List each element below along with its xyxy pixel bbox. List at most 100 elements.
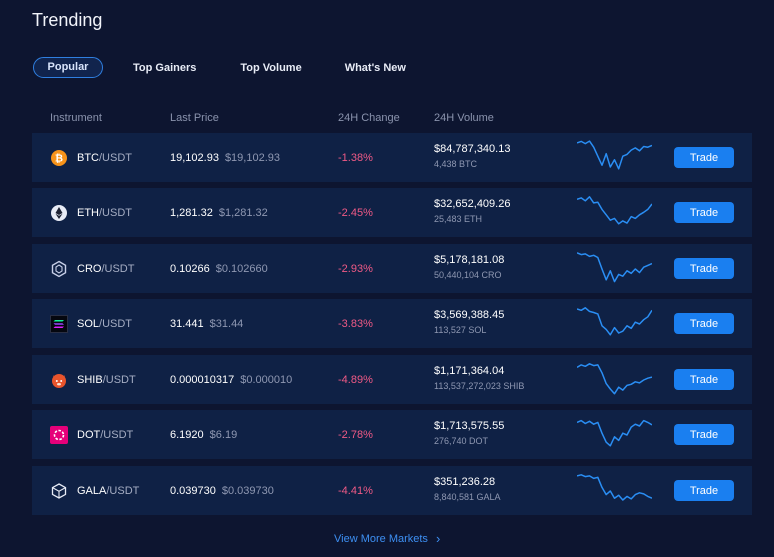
volume-usd: $1,713,575.55 [434,420,505,432]
price-value: 31.441 [170,317,204,330]
base-symbol: ETH [77,206,99,219]
cro-icon [50,260,68,278]
price-fiat: $31.44 [209,317,244,330]
volume-usd: $84,787,340.13 [434,143,511,155]
volume-base: 113,527 SOL [434,325,487,335]
volume-24h: $1,713,575.55 276,740 DOT [434,420,504,446]
quote-symbol: /USDT [106,484,140,497]
quote-symbol: /USDT [101,262,135,275]
table-row[interactable]: DOT/USDT 6.1920 $6.19 -2.78% $1,713,575.5… [32,410,752,459]
chevron-right-icon: › [435,531,441,546]
sol-icon [50,314,68,333]
change-24h: -1.38% [338,151,373,164]
volume-usd: $5,178,181.08 [434,254,505,266]
volume-24h: $84,787,340.13 4,438 BTC [434,143,510,169]
price-value: 0.000010317 [170,373,235,386]
quote-symbol: /USDT [99,317,133,330]
last-price: 6.1920 $6.19 [170,429,237,441]
shib-icon [50,371,68,389]
volume-usd: $351,236.28 [434,476,496,488]
sparkline-chart [576,471,653,516]
base-symbol: SHIB [77,373,103,386]
sparkline-chart [576,138,653,183]
base-symbol: SOL [77,317,100,330]
price-fiat: $6.19 [209,428,238,441]
price-value: 0.10266 [170,262,210,275]
volume-24h: $3,569,388.45 113,527 SOL [434,309,504,335]
table-row[interactable]: CRO/USDT 0.10266 $0.102660 -2.93% $5,178,… [32,244,752,293]
instrument-pair: SHIB/USDT [77,374,136,386]
quote-symbol: /USDT [102,373,136,386]
sparkline-chart [576,304,653,349]
quote-symbol: /USDT [100,428,134,441]
table-row[interactable]: SOL/USDT 31.441 $31.44 -3.83% $3,569,388.… [32,299,752,348]
volume-usd: $1,171,364.04 [434,365,505,377]
change-24h: -3.83% [338,317,373,330]
quote-symbol: /USDT [99,206,132,219]
trade-button[interactable]: Trade [674,480,734,501]
table-row[interactable]: SHIB/USDT 0.000010317 $0.000010 -4.89% $1… [32,355,752,404]
column-header-24h-volume: 24H Volume [434,112,494,124]
trade-button[interactable]: Trade [674,313,734,334]
btc-icon: ₿ [50,149,68,167]
volume-base: 50,440,104 CRO [434,270,502,280]
sparkline-chart [576,193,653,238]
change-24h: -4.41% [338,484,373,497]
volume-base: 276,740 DOT [434,436,489,446]
trade-button[interactable]: Trade [674,369,734,390]
column-header-24h-change: 24H Change [338,112,400,124]
change-24h: -2.45% [338,206,373,219]
column-header-last-price: Last Price [170,112,219,124]
price-fiat: $19,102.93 [224,151,280,164]
trade-button[interactable]: Trade [674,202,734,223]
price-value: 1,281.32 [170,206,213,219]
table-row[interactable]: ETH/USDT 1,281.32 $1,281.32 -2.45% $32,65… [32,188,752,237]
last-price: 31.441 $31.44 [170,318,243,330]
trade-button[interactable]: Trade [674,147,734,168]
table-row[interactable]: ₿ BTC/USDT 19,102.93 $19,102.93 -1.38% $8… [32,133,752,182]
tab-whats-new[interactable]: What's New [344,61,406,74]
tab-top-volume[interactable]: Top Volume [240,61,302,74]
change-24h: -2.93% [338,262,373,275]
gala-icon [50,482,68,500]
volume-24h: $1,171,364.04 113,537,272,023 SHIB [434,365,524,391]
instrument-pair: DOT/USDT [77,429,133,441]
price-value: 6.1920 [170,428,204,441]
price-value: 0.039730 [170,484,216,497]
sparkline-chart [576,249,653,294]
tab-popular[interactable]: Popular [33,57,103,78]
instrument-pair: BTC/USDT [77,152,132,164]
table-row[interactable]: GALA/USDT 0.039730 $0.039730 -4.41% $351,… [32,466,752,515]
sparkline-chart [576,415,653,460]
price-fiat: $0.039730 [221,484,274,497]
price-value: 19,102.93 [170,151,219,164]
instrument-pair: SOL/USDT [77,318,132,330]
trade-button[interactable]: Trade [674,258,734,279]
quote-symbol: /USDT [99,151,132,164]
price-fiat: $0.000010 [240,373,293,386]
last-price: 0.10266 $0.102660 [170,263,268,275]
volume-24h: $5,178,181.08 50,440,104 CRO [434,254,504,280]
svg-text:₿: ₿ [55,152,63,164]
base-symbol: GALA [77,484,107,497]
instrument-pair: ETH/USDT [77,207,132,219]
change-24h: -2.78% [338,428,373,441]
volume-24h: $351,236.28 8,840,581 GALA [434,476,501,502]
volume-usd: $3,569,388.45 [434,309,505,321]
trade-button[interactable]: Trade [674,424,734,445]
volume-24h: $32,652,409.26 25,483 ETH [434,198,510,224]
instrument-pair: GALA/USDT [77,485,139,497]
view-more-markets-link[interactable]: View More Markets › [334,531,440,546]
instrument-pair: CRO/USDT [77,263,134,275]
volume-base: 113,537,272,023 SHIB [434,381,525,391]
sparkline-chart [576,360,653,405]
eth-icon [50,204,68,222]
column-header-instrument: Instrument [50,112,102,124]
tab-bar: Popular Top Gainers Top Volume What's Ne… [33,57,406,78]
base-symbol: BTC [77,151,99,164]
base-symbol: CRO [77,262,102,275]
tab-top-gainers[interactable]: Top Gainers [133,61,197,74]
view-more-label: View More Markets [334,532,428,545]
last-price: 0.000010317 $0.000010 [170,374,292,386]
volume-base: 4,438 BTC [434,159,478,169]
